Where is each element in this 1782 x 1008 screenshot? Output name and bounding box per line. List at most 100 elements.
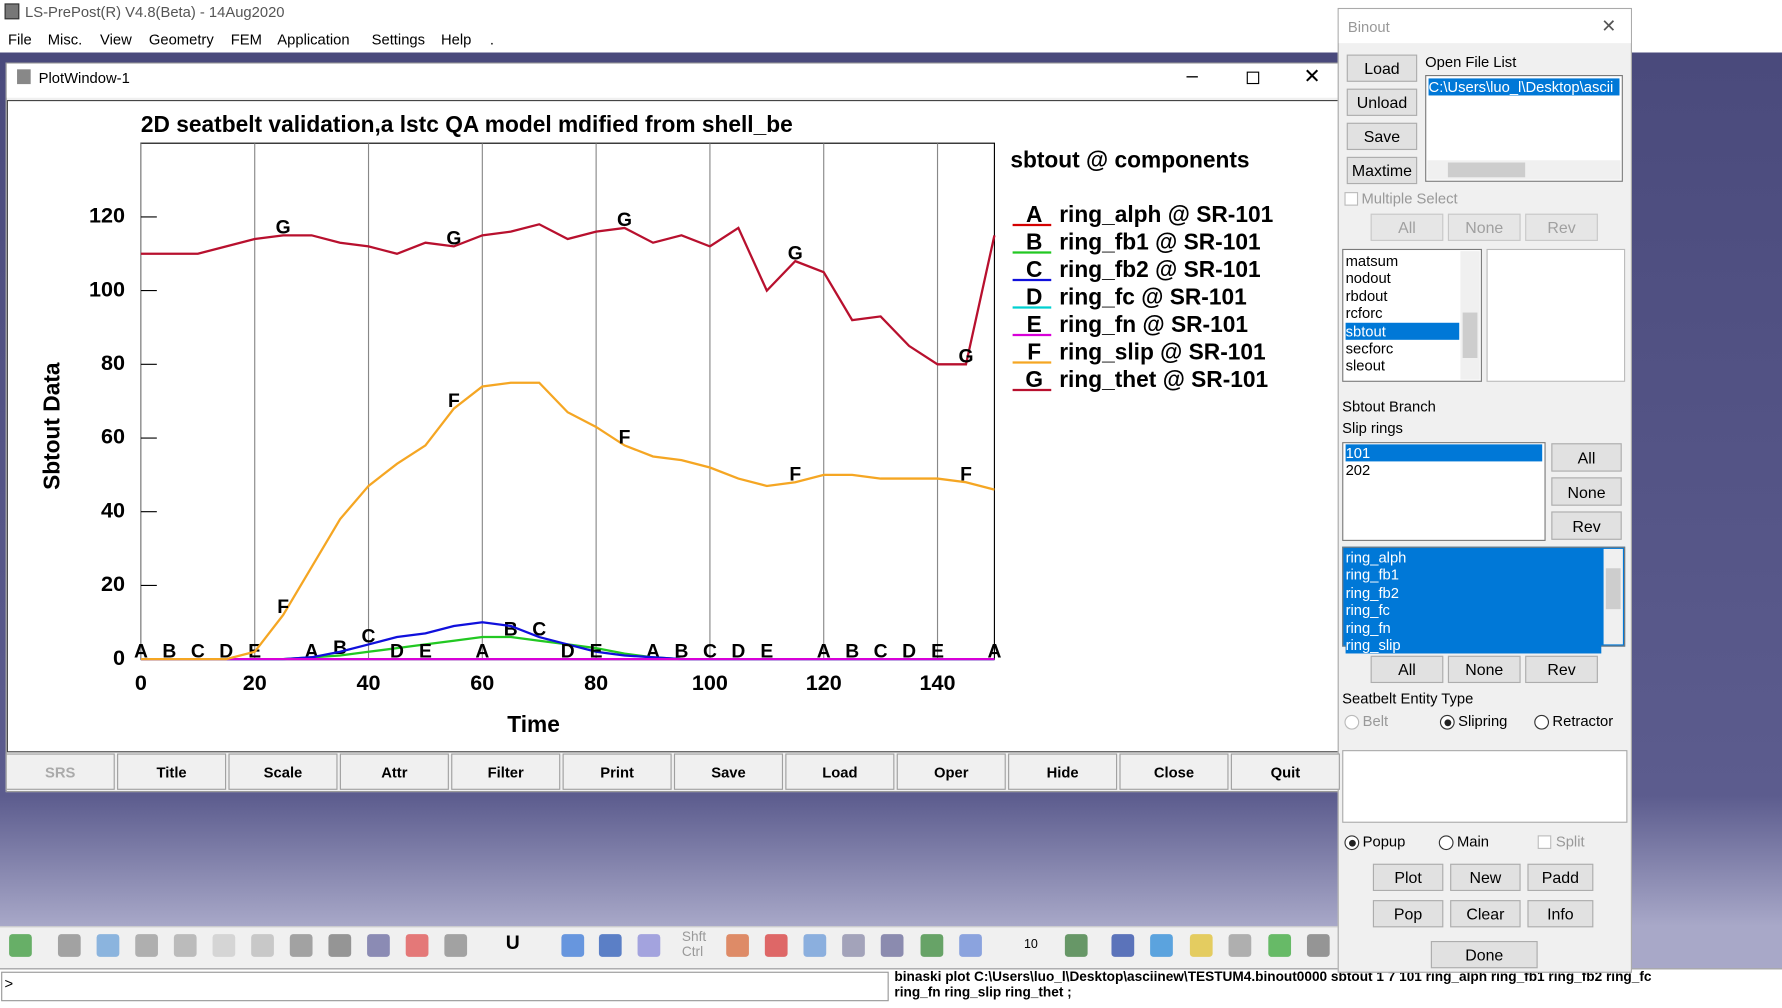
- output-mode[interactable]: Popup: [1362, 833, 1406, 851]
- menu-item[interactable]: Misc.: [47, 30, 83, 48]
- plot-button[interactable]: Title: [117, 753, 227, 790]
- tool-icon[interactable]: [135, 934, 158, 957]
- done-button[interactable]: Done: [1430, 941, 1538, 969]
- action-button[interactable]: Info: [1527, 900, 1594, 928]
- tool-icon[interactable]: [212, 934, 236, 957]
- scroll-thumb[interactable]: [1462, 312, 1478, 358]
- tool-icon[interactable]: [444, 934, 468, 957]
- file-button[interactable]: Save: [1346, 122, 1418, 151]
- component-item[interactable]: ring_alph: [1345, 548, 1602, 566]
- plot-button[interactable]: Print: [562, 753, 672, 790]
- component-item[interactable]: ring_slip: [1345, 636, 1602, 654]
- tool-icon[interactable]: [367, 934, 390, 957]
- file-button[interactable]: Unload: [1346, 88, 1418, 116]
- tool-icon[interactable]: [803, 934, 827, 957]
- tool-icon[interactable]: [637, 934, 661, 957]
- plot-button[interactable]: Attr: [339, 753, 449, 790]
- command-input[interactable]: [1, 971, 889, 1002]
- plot-button[interactable]: Filter: [451, 753, 561, 790]
- component-item[interactable]: ring_fb1: [1345, 566, 1602, 584]
- tool-icon[interactable]: [726, 934, 749, 957]
- plot-button[interactable]: Quit: [1230, 753, 1340, 790]
- tool-icon[interactable]: [405, 934, 429, 957]
- tool-icon[interactable]: [173, 934, 197, 957]
- ring-item[interactable]: 202: [1345, 461, 1371, 479]
- type-item[interactable]: rcforc: [1345, 304, 1383, 322]
- scroll-thumb[interactable]: [1447, 162, 1526, 178]
- type-item[interactable]: nodout: [1345, 269, 1391, 287]
- component-item[interactable]: ring_fn: [1345, 618, 1602, 636]
- tool-icon[interactable]: [57, 934, 81, 957]
- minimize[interactable]: –: [1186, 63, 1198, 87]
- tool-icon[interactable]: [598, 934, 622, 957]
- u-button[interactable]: U: [505, 931, 520, 954]
- radio[interactable]: [1438, 835, 1454, 851]
- ring-button[interactable]: Rev: [1551, 511, 1622, 540]
- component-item[interactable]: ring_fc: [1345, 601, 1602, 619]
- type-item[interactable]: sleout: [1345, 357, 1386, 375]
- menu-item[interactable]: Geometry: [148, 30, 214, 48]
- file-button[interactable]: Maxtime: [1346, 156, 1418, 185]
- tool-icon[interactable]: [1111, 934, 1135, 957]
- type-item[interactable]: matsum: [1345, 252, 1399, 270]
- component-button[interactable]: All: [1370, 655, 1444, 684]
- plot-button[interactable]: Close: [1119, 753, 1229, 790]
- menu-item[interactable]: FEM: [230, 30, 262, 48]
- action-button[interactable]: Clear: [1450, 900, 1521, 928]
- menu-item[interactable]: Help: [440, 30, 472, 48]
- tool-icon[interactable]: [1268, 934, 1292, 957]
- shift-ctrl[interactable]: Shft Ctrl: [681, 928, 707, 960]
- plot-button[interactable]: Oper: [896, 753, 1006, 790]
- tool-icon[interactable]: [842, 934, 865, 957]
- output-mode[interactable]: Main: [1456, 833, 1490, 851]
- file-item[interactable]: C:\Users\luo_l\Desktop\ascii: [1428, 78, 1620, 96]
- tool-icon[interactable]: [328, 934, 352, 957]
- tool-icon[interactable]: [1150, 934, 1173, 957]
- tool-icon[interactable]: [880, 934, 904, 957]
- plot-button[interactable]: Save: [673, 753, 784, 790]
- component-button[interactable]: None: [1447, 655, 1521, 684]
- component-button[interactable]: Rev: [1525, 655, 1598, 684]
- action-button[interactable]: Padd: [1527, 863, 1594, 892]
- menu-item[interactable]: .: [489, 30, 494, 48]
- component-item[interactable]: ring_fb2: [1345, 583, 1602, 601]
- action-button[interactable]: New: [1450, 863, 1521, 892]
- menu-item[interactable]: Settings: [371, 30, 426, 48]
- radio[interactable]: [1534, 714, 1550, 730]
- step-field[interactable]: 10: [1023, 937, 1038, 952]
- tool-icon[interactable]: [96, 934, 120, 957]
- menu-item[interactable]: View: [100, 30, 132, 48]
- menu-item[interactable]: Application: [277, 30, 350, 48]
- entity-option[interactable]: Slipring: [1458, 712, 1508, 730]
- tool-icon[interactable]: [289, 934, 313, 957]
- branch-list[interactable]: [1486, 248, 1626, 382]
- checkbox[interactable]: [1344, 192, 1359, 206]
- plot-button[interactable]: Scale: [228, 753, 338, 790]
- ring-button[interactable]: All: [1551, 443, 1622, 472]
- tool-icon[interactable]: [1306, 934, 1330, 957]
- tool-icon[interactable]: [1064, 934, 1088, 957]
- ring-button[interactable]: None: [1551, 477, 1622, 506]
- action-button[interactable]: Plot: [1372, 863, 1444, 892]
- type-item[interactable]: sbtout: [1345, 322, 1460, 340]
- plot-button[interactable]: Hide: [1008, 753, 1118, 790]
- tool-icon[interactable]: [561, 934, 585, 957]
- tool-icon[interactable]: [1189, 934, 1213, 957]
- binout-close[interactable]: ✕: [1601, 17, 1617, 37]
- file-button[interactable]: Load: [1346, 54, 1418, 82]
- type-item[interactable]: secforc: [1345, 339, 1394, 357]
- tool-icon[interactable]: [251, 934, 274, 957]
- tool-icon[interactable]: [920, 934, 944, 957]
- tool-icon[interactable]: [9, 934, 32, 957]
- type-item[interactable]: rbdout: [1345, 287, 1388, 305]
- maximize[interactable]: [1246, 71, 1260, 85]
- entity-option[interactable]: Retractor: [1552, 712, 1614, 730]
- type-list[interactable]: [1342, 248, 1482, 382]
- menu-item[interactable]: File: [7, 30, 32, 48]
- tool-icon[interactable]: [764, 934, 788, 957]
- close[interactable]: ✕: [1303, 64, 1321, 88]
- scroll-thumb[interactable]: [1605, 568, 1621, 610]
- ring-item[interactable]: 101: [1345, 444, 1543, 462]
- tool-icon[interactable]: [959, 934, 982, 957]
- plot-button[interactable]: Load: [785, 753, 895, 790]
